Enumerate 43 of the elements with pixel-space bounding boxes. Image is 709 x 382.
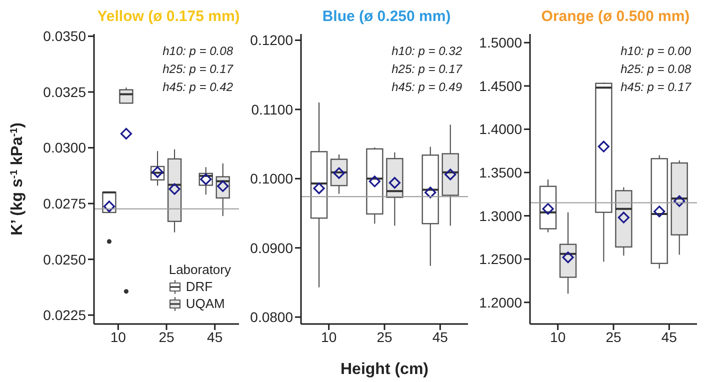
x-tick-label: 10 bbox=[321, 328, 337, 345]
y-tick-label: 0.0225 bbox=[43, 307, 86, 324]
y-tick-label: 1.4000 bbox=[479, 121, 522, 138]
legend-label: UQAM bbox=[186, 295, 225, 312]
x-tick-label: 45 bbox=[661, 328, 678, 345]
annotation: h25: p = 0.17 bbox=[162, 61, 233, 78]
x-tick-label: 45 bbox=[207, 328, 223, 345]
x-tick-label: 10 bbox=[550, 328, 566, 345]
annotation: h25: p = 0.17 bbox=[392, 61, 462, 78]
y-tick-label: 0.0350 bbox=[43, 28, 86, 44]
annotation: h10: p = 0.32 bbox=[392, 43, 462, 60]
y-tick-label: 0.0900 bbox=[250, 240, 294, 256]
y-tick-label: 0.0250 bbox=[43, 251, 86, 268]
y-tick-label: 0.0300 bbox=[43, 140, 86, 156]
chart-title: Orange (ø 0.500 mm) bbox=[540, 8, 691, 27]
legend-label: DRF bbox=[186, 278, 213, 295]
x-tick-label: 25 bbox=[606, 328, 622, 345]
annotation: h45: p = 0.42 bbox=[162, 79, 233, 96]
y-tick-label: 0.1100 bbox=[251, 101, 294, 118]
annotation: h25: p = 0.08 bbox=[620, 61, 691, 78]
x-tick-label: 25 bbox=[376, 328, 392, 345]
annotation: h45: p = 0.17 bbox=[620, 79, 691, 96]
x-axis-title: Height (cm) bbox=[340, 361, 428, 378]
y-tick-label: 0.1200 bbox=[250, 32, 294, 48]
y-tick-label: 1.4500 bbox=[479, 78, 522, 94]
y-tick-label: 0.0325 bbox=[43, 84, 86, 100]
x-tick-label: 25 bbox=[158, 328, 174, 345]
x-tick-label: 45 bbox=[432, 328, 448, 345]
y-tick-label: 1.5000 bbox=[479, 34, 522, 51]
annotation: h10: p = 0.00 bbox=[620, 43, 691, 60]
chart-title: Yellow (ø 0.175 mm) bbox=[96, 8, 241, 27]
annotation: h10: p = 0.08 bbox=[162, 43, 233, 60]
y-tick-label: 0.1000 bbox=[250, 170, 294, 187]
y-tick-label: 1.2500 bbox=[479, 251, 522, 268]
y-tick-label: 1.3000 bbox=[479, 208, 522, 224]
y-tick-label: 1.3500 bbox=[479, 164, 522, 180]
chart-title: Blue (ø 0.250 mm) bbox=[321, 8, 452, 27]
legend-title: Laboratory bbox=[168, 261, 231, 278]
y-tick-label: 1.2000 bbox=[479, 294, 522, 310]
annotation: h45: p = 0.49 bbox=[392, 79, 462, 96]
y-tick-label: 0.0800 bbox=[250, 309, 294, 326]
y-tick-label: 0.0275 bbox=[43, 196, 86, 212]
x-tick-label: 10 bbox=[110, 328, 126, 345]
